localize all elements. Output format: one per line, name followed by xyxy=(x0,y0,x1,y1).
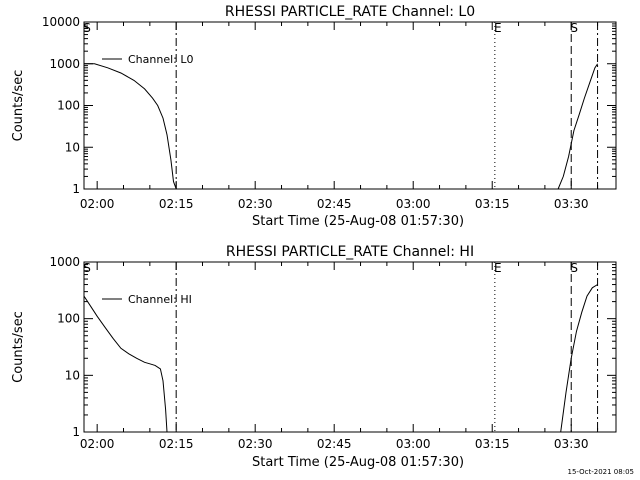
x-tick-label: 02:45 xyxy=(317,437,352,451)
series-line-segment xyxy=(83,295,168,433)
series-line-segment xyxy=(84,63,177,190)
x-tick-label: 02:15 xyxy=(159,437,194,451)
chart-panel-1: RHESSI PARTICLE_RATE Channel: L0 02:00 02:… xyxy=(11,4,617,229)
x-tick-label: 02:30 xyxy=(238,437,273,451)
x-tick-label: 03:15 xyxy=(475,197,510,211)
x-tick-label: 02:30 xyxy=(238,197,273,211)
x-tick-label: 02:00 xyxy=(80,197,115,211)
chart-title: RHESSI PARTICLE_RATE Channel: L0 xyxy=(225,4,475,20)
y-tick-label: 1000 xyxy=(49,57,80,71)
x-tick-label: 03:30 xyxy=(554,437,589,451)
y-tick-label: 1000 xyxy=(49,255,80,269)
y-axis-label: Counts/sec xyxy=(11,311,26,383)
y-tick-label: 1 xyxy=(72,425,80,439)
series-line-segment xyxy=(560,284,598,433)
chart-title: RHESSI PARTICLE_RATE Channel: HI xyxy=(226,244,474,260)
x-tick-label: 02:45 xyxy=(317,197,352,211)
y-tick-label: 10000 xyxy=(42,15,80,29)
chart-panel-2: RHESSI PARTICLE_RATE Channel: HI 02:00 02:… xyxy=(11,244,617,470)
x-tick-label: 03:30 xyxy=(554,197,589,211)
event-marker-label: S xyxy=(83,21,91,35)
event-marker-label: S xyxy=(83,261,91,275)
legend-label: Channel: L0 xyxy=(128,53,194,66)
y-tick-label: 100 xyxy=(57,312,80,326)
x-axis-label: Start Time (25-Aug-08 01:57:30) xyxy=(252,455,464,470)
footer-date: 15-Oct-2021 08:05 xyxy=(567,468,634,476)
y-tick-label: 10 xyxy=(65,140,80,154)
x-tick-label: 03:00 xyxy=(396,197,431,211)
x-axis-label: Start Time (25-Aug-08 01:57:30) xyxy=(252,214,464,229)
y-tick-label: 10 xyxy=(65,368,80,382)
event-marker-label: S xyxy=(570,21,578,35)
plot-frame xyxy=(83,261,617,433)
series-line-segment xyxy=(557,63,599,190)
legend-label: Channel: HI xyxy=(128,293,192,306)
x-tick-label: 02:15 xyxy=(159,197,194,211)
y-axis-label: Counts/sec xyxy=(11,70,26,142)
y-tick-label: 100 xyxy=(57,99,80,113)
event-marker-label: S xyxy=(570,261,578,275)
event-marker-label: E xyxy=(494,21,502,35)
plot-frame xyxy=(83,21,617,190)
x-tick-label: 02:00 xyxy=(80,437,115,451)
event-marker-label: E xyxy=(494,261,502,275)
x-tick-label: 03:15 xyxy=(475,437,510,451)
x-tick-label: 03:00 xyxy=(396,437,431,451)
y-tick-label: 1 xyxy=(72,182,80,196)
